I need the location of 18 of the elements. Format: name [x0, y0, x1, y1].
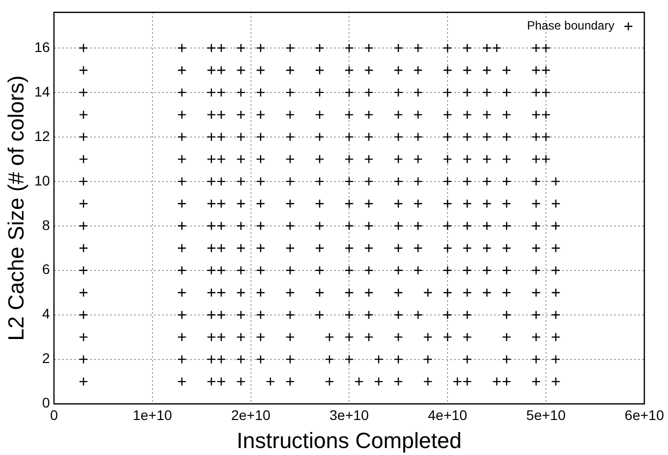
x-tick-label: 4e+10: [428, 407, 468, 424]
y-axis-title: L2 Cache Size (# of colors): [3, 75, 28, 341]
y-tick-label: 10: [34, 172, 50, 188]
y-tick-label: 4: [42, 306, 50, 322]
y-tick-label: 12: [34, 128, 50, 144]
y-tick-label: 2: [42, 350, 50, 366]
x-tick-label: 6e+10: [624, 407, 664, 424]
x-tick-label: 3e+10: [329, 407, 370, 424]
y-tick-label: 8: [42, 216, 50, 233]
x-tick-label: 1e+10: [132, 407, 172, 424]
x-axis-title: Instructions Completed: [236, 428, 462, 453]
legend-label: Phase boundary: [526, 18, 614, 33]
y-tick-label: 6: [42, 261, 50, 278]
y-tick-label: 14: [34, 83, 50, 100]
y-tick-label: 0: [42, 394, 50, 411]
y-tick-label: 16: [34, 38, 50, 55]
x-tick-label: 2e+10: [231, 407, 271, 424]
x-tick-label: 5e+10: [526, 407, 566, 424]
